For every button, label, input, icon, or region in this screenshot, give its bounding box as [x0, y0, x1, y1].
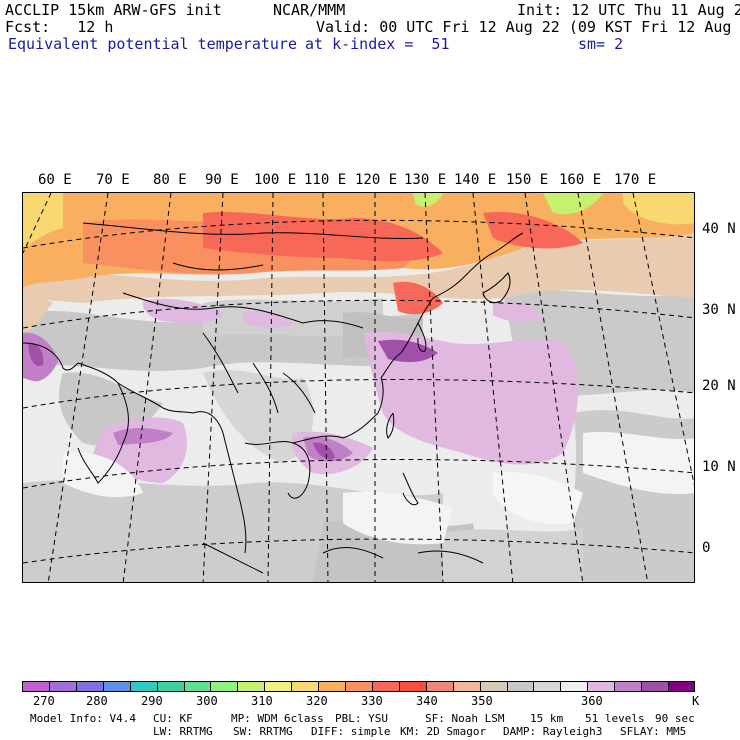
cumulus-scheme: CU: KF [153, 712, 193, 725]
forecast-hour: Fcst: 12 h [5, 18, 114, 36]
surface-layer: SFLAY: MM5 [620, 725, 687, 738]
colorbar-segment [506, 681, 534, 692]
colorbar-label: 320 [306, 694, 328, 708]
diffusion: DIFF: simple [311, 725, 391, 738]
colorbar-segment [398, 681, 426, 692]
colorbar-segment [264, 681, 292, 692]
colorbar-segment [156, 681, 184, 692]
field-name: Equivalent potential temperature [8, 35, 297, 53]
timestep: 90 sec [655, 712, 695, 725]
colorbar-label: 270 [33, 694, 55, 708]
colorbar-segment [291, 681, 319, 692]
colorbar-label: 280 [86, 694, 108, 708]
theta-e-map [22, 192, 695, 583]
colorbar-segment [641, 681, 669, 692]
level-index: at k-index = 51 [305, 35, 450, 53]
colorbar-segment [345, 681, 373, 692]
pbl-scheme: PBL: YSU [335, 712, 388, 725]
colorbar-segment [75, 681, 103, 692]
longwave-scheme: LW: RRTMG [153, 725, 213, 738]
valid-time: Valid: 00 UTC Fri 12 Aug 22 (09 KST Fri … [316, 18, 740, 36]
lon-label: 150 E [506, 172, 549, 188]
lon-label: 110 E [304, 172, 347, 188]
km-option: KM: 2D Smagor [400, 725, 487, 738]
colorbar-segment [183, 681, 211, 692]
colorbar-segment [237, 681, 265, 692]
model-info: Model Info: V4.4 [30, 712, 136, 725]
colorbar-segment [560, 681, 588, 692]
lon-label: 100 E [254, 172, 297, 188]
levels: 51 levels [585, 712, 645, 725]
lat-label: 30 N [702, 302, 736, 318]
lat-label: 40 N [702, 221, 736, 237]
lon-label: 160 E [559, 172, 602, 188]
colorbar-segment [318, 681, 346, 692]
colorbar-segment [479, 681, 507, 692]
colorbar-label: 350 [471, 694, 493, 708]
colorbar-segment [452, 681, 480, 692]
colorbar-label: 310 [251, 694, 273, 708]
lon-label: 120 E [355, 172, 398, 188]
colorbar-label: 340 [416, 694, 438, 708]
colorbar-label: 330 [361, 694, 383, 708]
shortwave-scheme: SW: RRTMG [233, 725, 293, 738]
colorbar-segment [587, 681, 615, 692]
microphysics-scheme: MP: WDM 6class [231, 712, 324, 725]
smoothing: sm= 2 [578, 35, 624, 53]
lon-label: 130 E [404, 172, 447, 188]
colorbar-segment [129, 681, 157, 692]
resolution: 15 km [530, 712, 564, 725]
colorbar-segment [210, 681, 238, 692]
lon-label: 170 E [614, 172, 657, 188]
lon-label: 90 E [205, 172, 239, 188]
organization: NCAR/MMM [273, 1, 346, 19]
colorbar-unit: K [692, 694, 700, 708]
lon-label: 60 E [38, 172, 72, 188]
init-time: Init: 12 UTC Thu 11 Aug 22 [517, 1, 740, 19]
colorbar-segment [425, 681, 453, 692]
lon-label: 140 E [454, 172, 497, 188]
colorbar-segment [48, 681, 76, 692]
colorbar-segment [614, 681, 642, 692]
colorbar-segment [371, 681, 399, 692]
model-title: ACCLIP 15km ARW-GFS init [5, 1, 222, 19]
colorbar-segment [102, 681, 130, 692]
colorbar-label: 360 [581, 694, 603, 708]
lat-label: 10 N [702, 459, 736, 475]
colorbar-label: 300 [196, 694, 218, 708]
colorbar-label: 290 [141, 694, 163, 708]
lat-label: 0 [702, 540, 711, 556]
lon-label: 80 E [153, 172, 187, 188]
damping: DAMP: Rayleigh3 [503, 725, 603, 738]
colorbar-frame [22, 681, 695, 692]
lat-label: 20 N [702, 378, 736, 394]
surface-scheme: SF: Noah LSM [425, 712, 505, 725]
colorbar-segment [533, 681, 561, 692]
colorbar-segment [668, 681, 696, 692]
lon-label: 70 E [96, 172, 130, 188]
